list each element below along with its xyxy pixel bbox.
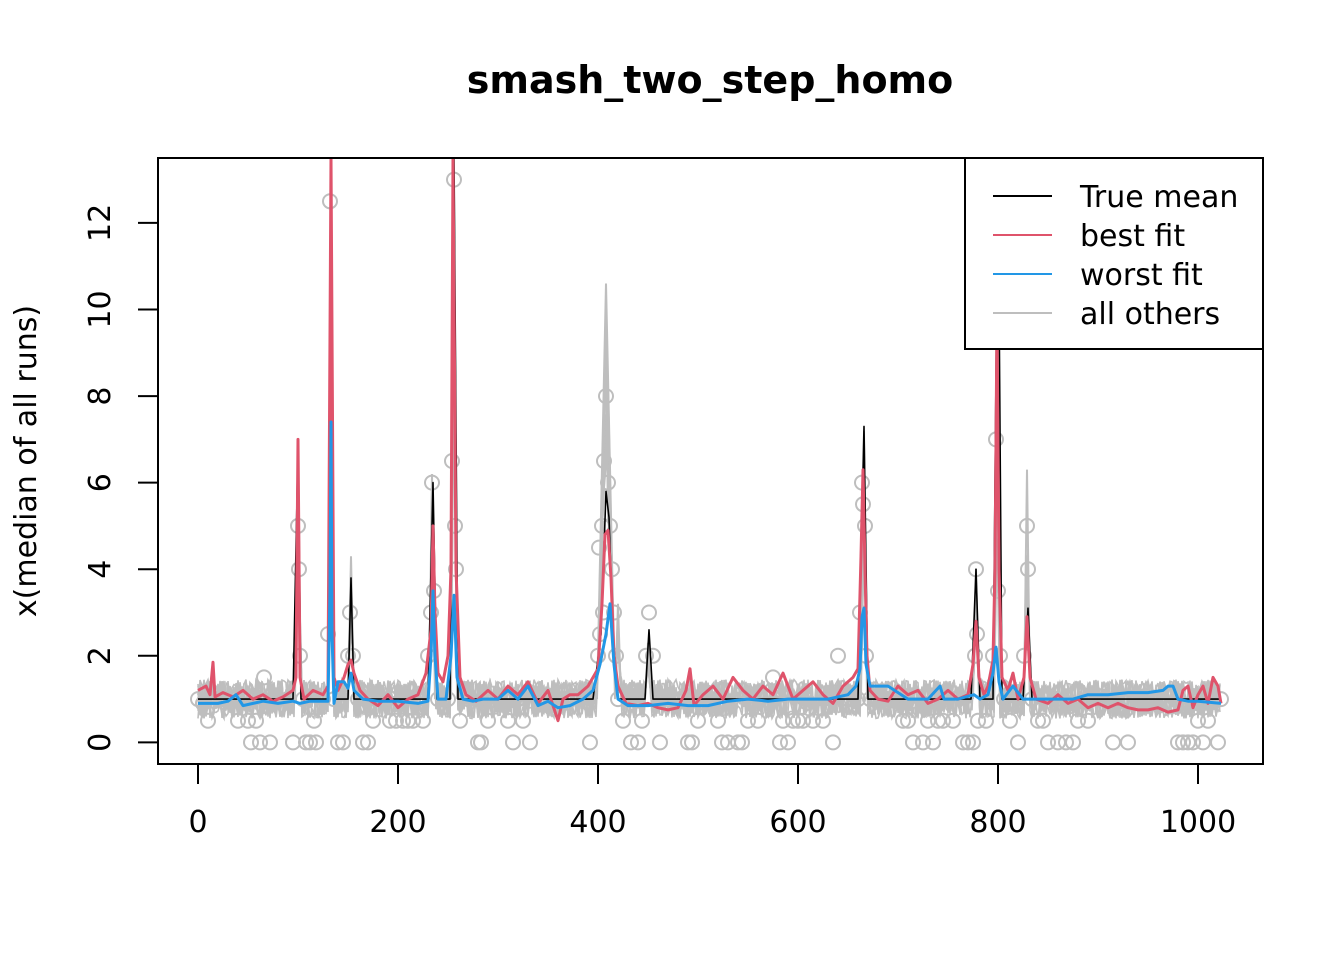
observed-point	[583, 735, 597, 749]
observed-point	[751, 714, 765, 728]
observed-point	[1121, 735, 1135, 749]
x-tick-label: 0	[188, 805, 207, 840]
y-axis-label: x(median of all runs)	[9, 305, 44, 617]
legend-label: worst fit	[1080, 258, 1203, 293]
observed-point	[642, 606, 656, 620]
legend-label: True mean	[1079, 180, 1238, 215]
x-tick-label: 200	[369, 805, 426, 840]
observed-point	[653, 735, 667, 749]
observed-point	[816, 714, 830, 728]
observed-point	[1011, 735, 1025, 749]
observed-point	[1106, 735, 1120, 749]
x-tick-label: 600	[769, 805, 826, 840]
y-tick-label: 0	[83, 733, 118, 752]
y-tick-label: 10	[83, 290, 118, 328]
observed-point	[506, 735, 520, 749]
y-axis: 0 2 4 6 8 10 12	[83, 204, 158, 752]
legend-label: best fit	[1080, 219, 1185, 254]
y-tick-label: 8	[83, 387, 118, 406]
x-tick-label: 800	[969, 805, 1026, 840]
observed-point	[523, 735, 537, 749]
observed-point	[1211, 735, 1225, 749]
y-tick-label: 12	[83, 204, 118, 242]
observed-point	[1196, 735, 1210, 749]
x-tick-label: 400	[569, 805, 626, 840]
observed-point	[926, 735, 940, 749]
observed-point	[1081, 714, 1095, 728]
observed-point	[501, 714, 515, 728]
y-tick-label: 2	[83, 646, 118, 665]
y-tick-label: 4	[83, 560, 118, 579]
x-axis: 0 200 400 600 800 1000	[188, 764, 1236, 840]
observed-point	[1003, 714, 1017, 728]
legend: True mean best fit worst fit all others	[965, 158, 1263, 349]
chart-title: smash_two_step_homo	[467, 58, 954, 102]
x-tick-label: 1000	[1160, 805, 1236, 840]
observed-point	[831, 649, 845, 663]
observed-point	[286, 735, 300, 749]
observed-point	[263, 735, 277, 749]
observed-point	[201, 714, 215, 728]
y-tick-label: 6	[83, 473, 118, 492]
observed-point	[366, 714, 380, 728]
legend-label: all others	[1080, 297, 1220, 332]
observed-point	[257, 670, 271, 684]
observed-point	[826, 735, 840, 749]
